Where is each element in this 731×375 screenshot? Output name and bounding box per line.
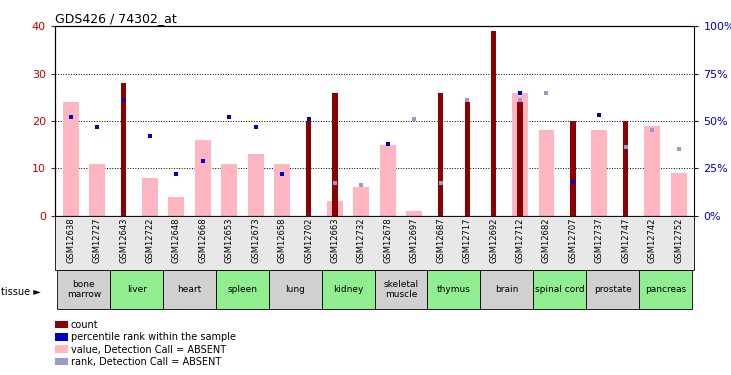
- Bar: [406, 211, 423, 216]
- FancyBboxPatch shape: [586, 270, 639, 309]
- Bar: [539, 130, 554, 216]
- Bar: [591, 130, 607, 216]
- Text: brain: brain: [495, 285, 518, 294]
- Text: GSM12752: GSM12752: [674, 217, 683, 262]
- Bar: [63, 102, 79, 216]
- FancyBboxPatch shape: [322, 270, 374, 309]
- Text: GSM12702: GSM12702: [304, 217, 313, 262]
- Text: GSM12658: GSM12658: [278, 217, 287, 263]
- FancyBboxPatch shape: [639, 270, 692, 309]
- Text: GSM12648: GSM12648: [172, 217, 181, 263]
- FancyBboxPatch shape: [58, 270, 110, 309]
- Text: GSM12653: GSM12653: [224, 217, 234, 263]
- Text: GSM12678: GSM12678: [383, 217, 393, 263]
- Text: GSM12682: GSM12682: [542, 217, 551, 263]
- FancyBboxPatch shape: [163, 270, 216, 309]
- Text: lung: lung: [285, 285, 306, 294]
- Text: count: count: [71, 320, 99, 330]
- Text: GSM12747: GSM12747: [621, 217, 630, 263]
- Bar: [354, 187, 369, 216]
- Text: GSM12722: GSM12722: [145, 217, 154, 262]
- FancyBboxPatch shape: [533, 270, 586, 309]
- FancyBboxPatch shape: [269, 270, 322, 309]
- FancyBboxPatch shape: [480, 270, 533, 309]
- Text: GSM12727: GSM12727: [93, 217, 102, 263]
- Text: spleen: spleen: [227, 285, 257, 294]
- Bar: [121, 83, 126, 216]
- Text: thymus: thymus: [437, 285, 471, 294]
- Text: kidney: kidney: [333, 285, 363, 294]
- Bar: [274, 164, 290, 216]
- Text: rank, Detection Call = ABSENT: rank, Detection Call = ABSENT: [71, 357, 221, 367]
- Bar: [518, 102, 523, 216]
- Bar: [89, 164, 105, 216]
- Text: prostate: prostate: [594, 285, 632, 294]
- Text: tissue ►: tissue ►: [1, 287, 41, 297]
- Bar: [168, 196, 184, 216]
- Bar: [248, 154, 264, 216]
- Bar: [306, 121, 311, 216]
- Bar: [464, 102, 470, 216]
- Bar: [512, 93, 528, 216]
- Bar: [623, 121, 629, 216]
- Text: heart: heart: [178, 285, 202, 294]
- Bar: [55, 216, 694, 270]
- Bar: [491, 31, 496, 216]
- FancyBboxPatch shape: [216, 270, 269, 309]
- Text: GSM12673: GSM12673: [251, 217, 260, 263]
- Text: GSM12663: GSM12663: [330, 217, 339, 263]
- Text: GSM12638: GSM12638: [67, 217, 75, 263]
- Text: bone
marrow: bone marrow: [67, 280, 101, 299]
- FancyBboxPatch shape: [374, 270, 428, 309]
- Text: GSM12643: GSM12643: [119, 217, 128, 263]
- Text: GSM12692: GSM12692: [489, 217, 498, 262]
- Bar: [221, 164, 237, 216]
- FancyBboxPatch shape: [110, 270, 163, 309]
- Text: GSM12742: GSM12742: [648, 217, 656, 262]
- Text: value, Detection Call = ABSENT: value, Detection Call = ABSENT: [71, 345, 226, 354]
- Bar: [195, 140, 211, 216]
- Text: GSM12717: GSM12717: [463, 217, 471, 263]
- Text: GSM12732: GSM12732: [357, 217, 366, 263]
- Text: GSM12687: GSM12687: [436, 217, 445, 263]
- Bar: [327, 201, 343, 216]
- Text: skeletal
muscle: skeletal muscle: [384, 280, 419, 299]
- Bar: [570, 121, 575, 216]
- FancyBboxPatch shape: [428, 270, 480, 309]
- Text: GSM12668: GSM12668: [198, 217, 208, 263]
- Bar: [142, 178, 158, 216]
- Text: GDS426 / 74302_at: GDS426 / 74302_at: [55, 12, 177, 25]
- Bar: [644, 126, 660, 216]
- Text: pancreas: pancreas: [645, 285, 686, 294]
- Text: liver: liver: [126, 285, 147, 294]
- Text: GSM12697: GSM12697: [410, 217, 419, 263]
- Bar: [333, 93, 338, 216]
- Text: percentile rank within the sample: percentile rank within the sample: [71, 332, 236, 342]
- Bar: [670, 173, 686, 216]
- Text: GSM12712: GSM12712: [515, 217, 525, 262]
- Text: spinal cord: spinal cord: [535, 285, 585, 294]
- Bar: [438, 93, 444, 216]
- Bar: [380, 145, 395, 216]
- Text: GSM12707: GSM12707: [569, 217, 577, 263]
- Text: GSM12737: GSM12737: [595, 217, 604, 263]
